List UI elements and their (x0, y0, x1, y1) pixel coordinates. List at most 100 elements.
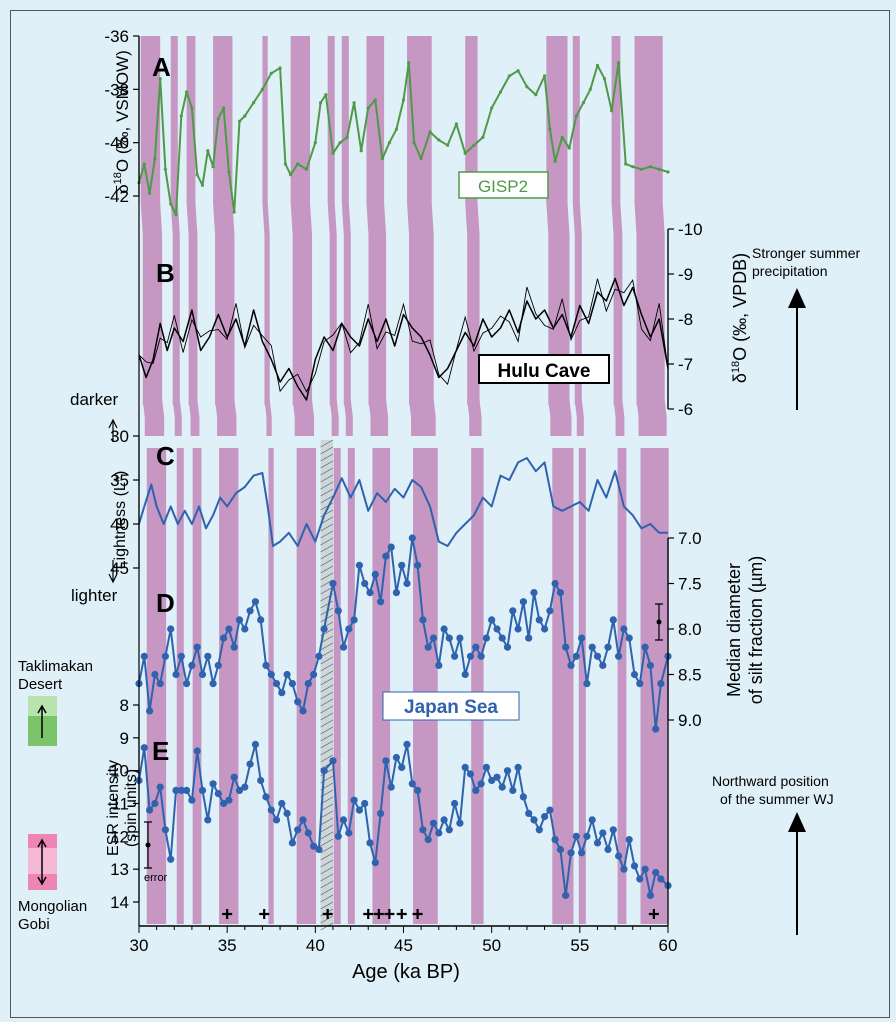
point-a (507, 74, 511, 78)
cross-markers (222, 909, 659, 919)
point-e (419, 826, 427, 834)
point-a (190, 106, 194, 110)
hatch-line (320, 677, 334, 686)
point-e (477, 780, 485, 788)
point-d (503, 643, 512, 651)
point-d (419, 616, 427, 624)
series-line-c (138, 457, 668, 547)
hatch-line (320, 733, 334, 742)
y-tick-label-c: 45 (110, 559, 129, 578)
point-a (313, 141, 317, 145)
panel-d-ylabel: Median diameter of silt fraction (µm) (724, 556, 766, 704)
panel-b-ylabel: δ18O (‰, VPDB) (730, 253, 750, 383)
band-3-lane-2 (217, 417, 237, 436)
point-e (225, 796, 233, 804)
point-e (334, 832, 342, 840)
hatch-line (320, 565, 334, 574)
cross-marker (222, 909, 233, 919)
hatch-line (320, 600, 334, 609)
point-e (525, 809, 533, 818)
error-bar-left-dot (145, 842, 151, 848)
hatch-line (320, 691, 334, 700)
panel-letter-c: C (156, 441, 175, 471)
point-d (151, 670, 159, 679)
point-e (615, 852, 623, 860)
point-a (373, 98, 377, 102)
point-d (220, 634, 228, 642)
point-a (243, 114, 247, 118)
hatch-line (320, 894, 334, 903)
band-connector-10-a (465, 203, 480, 235)
point-e (424, 836, 432, 844)
hatch-line (320, 446, 334, 455)
point-a (631, 165, 635, 169)
band-3-lane-1 (215, 235, 235, 405)
hatch-line (320, 439, 334, 448)
point-e (630, 862, 639, 870)
hatch-line (320, 915, 334, 924)
axes-group: -36 -38 -40 -42 -10 -9 -8 -7 -6 30 35 40 45 7.0 7.5 8.0… (104, 27, 702, 955)
point-a (463, 151, 467, 155)
band-connector-7-a (341, 203, 351, 235)
point-d (161, 652, 169, 660)
y-tick-label-d: 7.0 (678, 529, 702, 548)
point-d (283, 670, 291, 679)
band-connector-9-b (409, 400, 436, 417)
point-e (509, 786, 517, 795)
point-d (445, 634, 453, 642)
hulu-label-box (478, 354, 610, 384)
point-a (179, 114, 183, 118)
band-7-lane-3 (347, 448, 355, 924)
y-tick-label-b: -7 (678, 355, 693, 374)
hatch-line (320, 726, 334, 735)
point-e (251, 740, 259, 749)
band-connector-5-a (290, 203, 313, 235)
point-d (235, 616, 244, 624)
point-d (225, 625, 233, 633)
cross-marker (412, 909, 423, 919)
point-d (593, 652, 602, 660)
point-d (350, 616, 358, 624)
y-tick-label-d: 8.5 (678, 666, 702, 685)
point-e (257, 776, 265, 785)
hatch-line (320, 712, 334, 721)
band-11-lane-3 (552, 448, 574, 924)
point-e (209, 780, 217, 788)
point-a (657, 167, 661, 171)
point-d (188, 661, 196, 670)
panel-letter-b: B (156, 258, 175, 288)
point-e (461, 763, 469, 772)
point-d (451, 652, 459, 660)
point-a (419, 157, 423, 161)
band-6-lane-1 (329, 235, 337, 405)
band-connector-8-b (368, 400, 389, 417)
point-e (204, 816, 212, 824)
point-d (493, 625, 501, 633)
hatch-line (320, 516, 334, 525)
panel-letter-a: A (152, 52, 171, 82)
point-d (355, 561, 363, 569)
hatch-line (320, 838, 334, 847)
band-connector-5-b (292, 400, 315, 417)
panel-letter-e: E (152, 736, 169, 766)
point-e (408, 780, 416, 788)
cross-marker (384, 909, 395, 919)
point-e (246, 760, 254, 768)
point-a (319, 101, 323, 105)
panel-a-ylabel: δ18O (‰, VSMOW) (112, 50, 132, 194)
band-2-lane-2 (190, 417, 200, 436)
point-d (535, 616, 543, 624)
band-14-lane-2 (638, 417, 667, 436)
point-a (588, 87, 593, 91)
point-e (562, 891, 570, 900)
point-d (657, 680, 665, 688)
point-d (641, 643, 649, 651)
point-a (428, 130, 432, 134)
band-12-lane-3 (578, 448, 586, 924)
point-d (567, 661, 575, 670)
band-10-lane-2 (469, 417, 482, 436)
hatch-line (320, 747, 334, 756)
hatch-line (320, 642, 334, 651)
point-a (481, 135, 485, 139)
point-e (599, 829, 607, 837)
